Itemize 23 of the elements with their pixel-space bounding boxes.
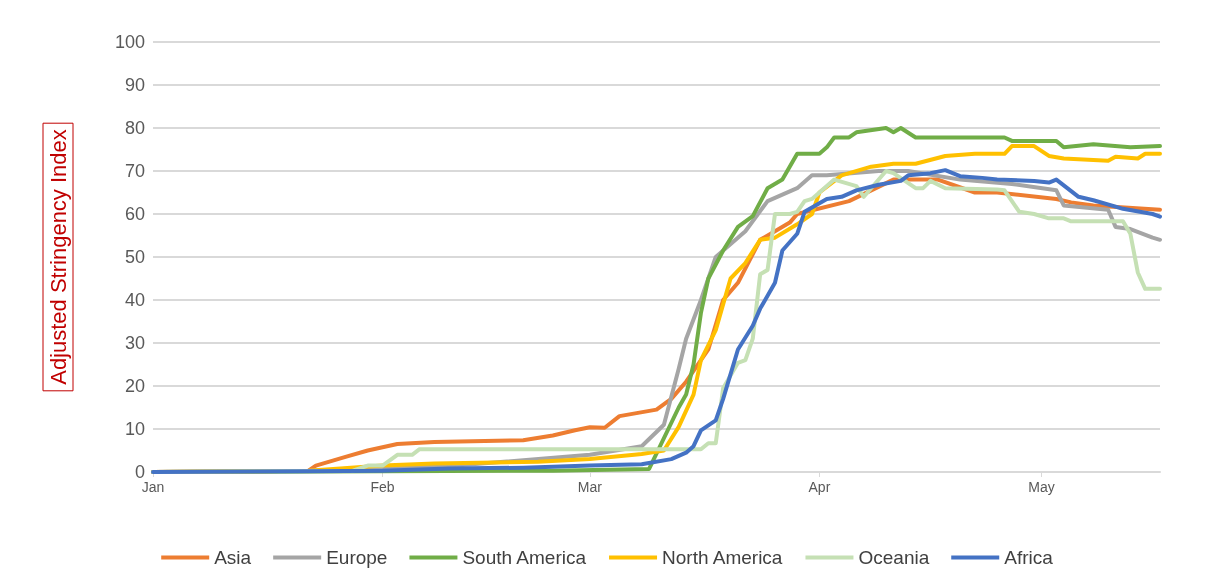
y-axis-title: Adjusted Stringency Index bbox=[45, 129, 71, 385]
y-tick-label: 50 bbox=[124, 247, 145, 267]
x-tick-label: Apr bbox=[808, 479, 831, 495]
legend-label: Oceania bbox=[858, 547, 930, 568]
y-tick-label: 90 bbox=[124, 75, 145, 95]
y-tick-label: 40 bbox=[124, 290, 145, 310]
legend-label: Africa bbox=[1004, 547, 1054, 568]
legend-label: Europe bbox=[326, 547, 388, 568]
y-tick-label: 100 bbox=[114, 32, 145, 52]
y-tick-label: 70 bbox=[124, 161, 145, 181]
legend-label: North America bbox=[662, 547, 783, 568]
y-tick-label: 0 bbox=[134, 462, 145, 482]
y-tick-label: 30 bbox=[124, 333, 145, 353]
legend-label: South America bbox=[462, 547, 587, 568]
y-tick-label: 60 bbox=[124, 204, 145, 224]
x-tick-label: Mar bbox=[577, 479, 603, 495]
y-tick-label: 10 bbox=[124, 419, 145, 439]
x-tick-label: May bbox=[1028, 479, 1055, 495]
y-tick-label: 20 bbox=[124, 376, 145, 396]
x-tick-label: Feb bbox=[370, 479, 395, 495]
legend-label: Asia bbox=[214, 547, 252, 568]
x-tick-label: Jan bbox=[141, 479, 165, 495]
y-tick-label: 80 bbox=[124, 118, 145, 138]
